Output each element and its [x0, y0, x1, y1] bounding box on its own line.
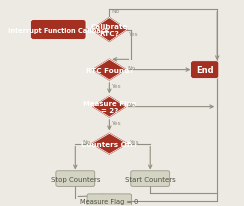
Text: Calibrate
RTC?: Calibrate RTC?: [91, 24, 128, 37]
Text: Start Counters: Start Counters: [125, 176, 176, 182]
FancyBboxPatch shape: [56, 171, 95, 186]
Text: Yes: Yes: [128, 32, 137, 36]
Text: End: End: [196, 66, 214, 75]
Text: Yes: Yes: [111, 120, 121, 125]
FancyBboxPatch shape: [30, 21, 86, 40]
Text: Stop Counters: Stop Counters: [51, 176, 100, 182]
FancyBboxPatch shape: [87, 194, 132, 206]
Text: No: No: [82, 139, 90, 144]
Text: Counters Off?: Counters Off?: [81, 141, 138, 147]
Text: No: No: [128, 65, 136, 70]
Polygon shape: [93, 97, 126, 117]
Text: No: No: [111, 9, 119, 14]
Polygon shape: [92, 19, 127, 42]
Text: Interrupt Function Callback: Interrupt Function Callback: [8, 27, 109, 33]
Text: Yes: Yes: [129, 139, 138, 144]
Text: Yes: Yes: [111, 83, 121, 88]
Text: RTC Found?: RTC Found?: [86, 67, 133, 73]
FancyBboxPatch shape: [131, 171, 170, 186]
Text: Measure Flag
= 2?: Measure Flag = 2?: [83, 101, 136, 114]
Text: Measure Flag = 0: Measure Flag = 0: [80, 198, 139, 204]
Polygon shape: [93, 60, 126, 81]
Text: No: No: [128, 102, 136, 107]
Polygon shape: [92, 134, 127, 154]
FancyBboxPatch shape: [191, 61, 219, 79]
